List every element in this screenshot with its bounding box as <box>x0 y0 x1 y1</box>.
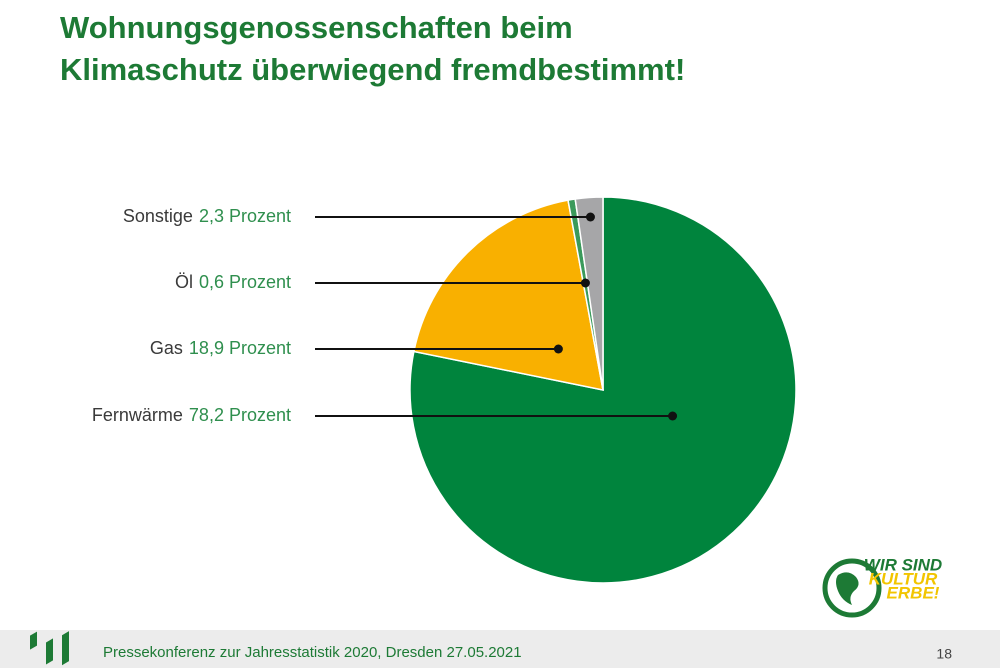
value-label: 18,9 Prozent <box>189 338 291 358</box>
page-number: 18 <box>936 646 952 662</box>
leader-dot <box>580 278 590 288</box>
logo-text: WIR SIND <box>864 555 942 574</box>
slice-label: Sonstige 2,3 Prozent <box>123 206 291 226</box>
leader-dot <box>553 344 563 354</box>
logo: WIR SIND KULTUR ERBE! <box>822 555 942 618</box>
slide-title: Klimaschutz überwiegend fremdbestimmt! <box>60 52 685 87</box>
footer-logo <box>30 631 69 666</box>
leader-dot <box>585 212 595 222</box>
category-name: Sonstige <box>123 206 193 226</box>
category-name: Gas <box>150 338 183 358</box>
pie-slice <box>574 196 604 391</box>
slice-label: Fernwärme 78,2 Prozent <box>92 405 291 425</box>
slice-label: Gas 18,9 Prozent <box>150 338 291 358</box>
leader-dot <box>668 411 678 421</box>
value-label: 0,6 Prozent <box>199 272 291 292</box>
footer-bar <box>0 630 1000 668</box>
category-name: Öl <box>175 272 193 292</box>
logo-text: ERBE! <box>887 583 940 602</box>
value-label: 78,2 Prozent <box>189 405 291 425</box>
slide-title: Wohnungsgenossenschaften beim <box>60 10 573 45</box>
category-name: Fernwärme <box>92 405 183 425</box>
logo-text: KULTUR <box>869 569 938 588</box>
value-label: 2,3 Prozent <box>199 206 291 226</box>
slice-label: Öl 0,6 Prozent <box>175 272 291 292</box>
pie-slice <box>413 199 604 391</box>
footer-text: Pressekonferenz zur Jahresstatistik 2020… <box>103 644 522 661</box>
